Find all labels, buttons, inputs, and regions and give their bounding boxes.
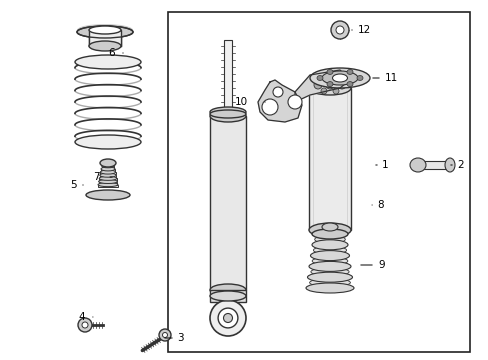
Ellipse shape bbox=[308, 81, 350, 95]
Ellipse shape bbox=[86, 190, 130, 200]
Bar bbox=[99, 181, 117, 184]
Ellipse shape bbox=[75, 135, 141, 149]
Bar bbox=[100, 175, 116, 177]
Ellipse shape bbox=[308, 261, 350, 271]
Ellipse shape bbox=[320, 88, 326, 94]
Text: 6: 6 bbox=[108, 48, 115, 58]
Bar bbox=[99, 178, 117, 181]
Text: 2: 2 bbox=[456, 160, 463, 170]
Ellipse shape bbox=[218, 308, 238, 328]
Ellipse shape bbox=[314, 235, 345, 243]
Ellipse shape bbox=[287, 95, 302, 109]
Ellipse shape bbox=[98, 183, 118, 186]
Text: 11: 11 bbox=[384, 73, 397, 83]
Polygon shape bbox=[258, 80, 302, 122]
Ellipse shape bbox=[100, 159, 116, 167]
Ellipse shape bbox=[209, 300, 245, 336]
Text: 1: 1 bbox=[381, 160, 388, 170]
Ellipse shape bbox=[332, 88, 338, 94]
Ellipse shape bbox=[307, 272, 352, 282]
Ellipse shape bbox=[89, 41, 121, 51]
Ellipse shape bbox=[313, 246, 346, 254]
Ellipse shape bbox=[100, 170, 115, 174]
Ellipse shape bbox=[209, 110, 245, 122]
Bar bbox=[100, 172, 115, 175]
Bar bbox=[209, 116, 245, 290]
Ellipse shape bbox=[162, 333, 167, 338]
Ellipse shape bbox=[89, 26, 121, 34]
Ellipse shape bbox=[325, 81, 333, 89]
Ellipse shape bbox=[82, 322, 88, 328]
Ellipse shape bbox=[78, 318, 92, 332]
Ellipse shape bbox=[346, 69, 352, 75]
Ellipse shape bbox=[356, 76, 362, 81]
Ellipse shape bbox=[326, 82, 332, 86]
Polygon shape bbox=[294, 70, 349, 102]
Bar bbox=[168, 12, 469, 352]
Text: 7: 7 bbox=[93, 172, 100, 182]
Bar bbox=[209, 290, 245, 302]
Text: 9: 9 bbox=[377, 260, 384, 270]
Ellipse shape bbox=[99, 180, 117, 184]
Ellipse shape bbox=[321, 223, 337, 231]
Ellipse shape bbox=[346, 82, 352, 86]
Ellipse shape bbox=[409, 158, 425, 172]
Text: 4: 4 bbox=[78, 312, 84, 322]
Bar bbox=[417, 161, 449, 169]
Ellipse shape bbox=[311, 240, 347, 250]
Ellipse shape bbox=[272, 87, 283, 97]
Text: 8: 8 bbox=[376, 200, 383, 210]
Ellipse shape bbox=[99, 176, 117, 180]
Ellipse shape bbox=[308, 223, 350, 237]
Ellipse shape bbox=[262, 99, 278, 115]
Ellipse shape bbox=[444, 158, 454, 172]
Ellipse shape bbox=[332, 74, 347, 82]
Ellipse shape bbox=[313, 81, 321, 89]
Ellipse shape bbox=[209, 284, 245, 296]
Ellipse shape bbox=[311, 229, 347, 239]
Ellipse shape bbox=[326, 69, 332, 75]
Ellipse shape bbox=[159, 329, 171, 341]
Ellipse shape bbox=[321, 71, 357, 85]
Ellipse shape bbox=[102, 164, 114, 168]
Ellipse shape bbox=[310, 251, 349, 261]
Bar bbox=[308, 88, 350, 230]
Bar bbox=[101, 169, 115, 171]
Ellipse shape bbox=[310, 268, 348, 276]
Text: 12: 12 bbox=[357, 25, 370, 35]
Ellipse shape bbox=[100, 173, 116, 177]
Ellipse shape bbox=[305, 283, 353, 293]
Ellipse shape bbox=[77, 24, 133, 36]
Ellipse shape bbox=[209, 107, 245, 117]
Ellipse shape bbox=[209, 110, 245, 118]
Bar bbox=[98, 185, 118, 187]
Ellipse shape bbox=[335, 26, 343, 34]
Ellipse shape bbox=[337, 81, 346, 89]
Ellipse shape bbox=[316, 76, 323, 81]
Ellipse shape bbox=[311, 257, 347, 265]
Ellipse shape bbox=[77, 26, 133, 38]
Text: 3: 3 bbox=[177, 333, 183, 343]
Bar bbox=[102, 166, 114, 168]
Ellipse shape bbox=[309, 279, 350, 287]
Ellipse shape bbox=[75, 55, 141, 69]
Bar bbox=[89, 30, 121, 46]
Ellipse shape bbox=[223, 314, 232, 323]
Ellipse shape bbox=[309, 68, 369, 88]
Text: 10: 10 bbox=[234, 97, 247, 107]
Bar bbox=[224, 40, 231, 112]
Ellipse shape bbox=[330, 21, 348, 39]
Ellipse shape bbox=[209, 291, 245, 301]
Text: 5: 5 bbox=[70, 180, 77, 190]
Ellipse shape bbox=[101, 167, 115, 171]
